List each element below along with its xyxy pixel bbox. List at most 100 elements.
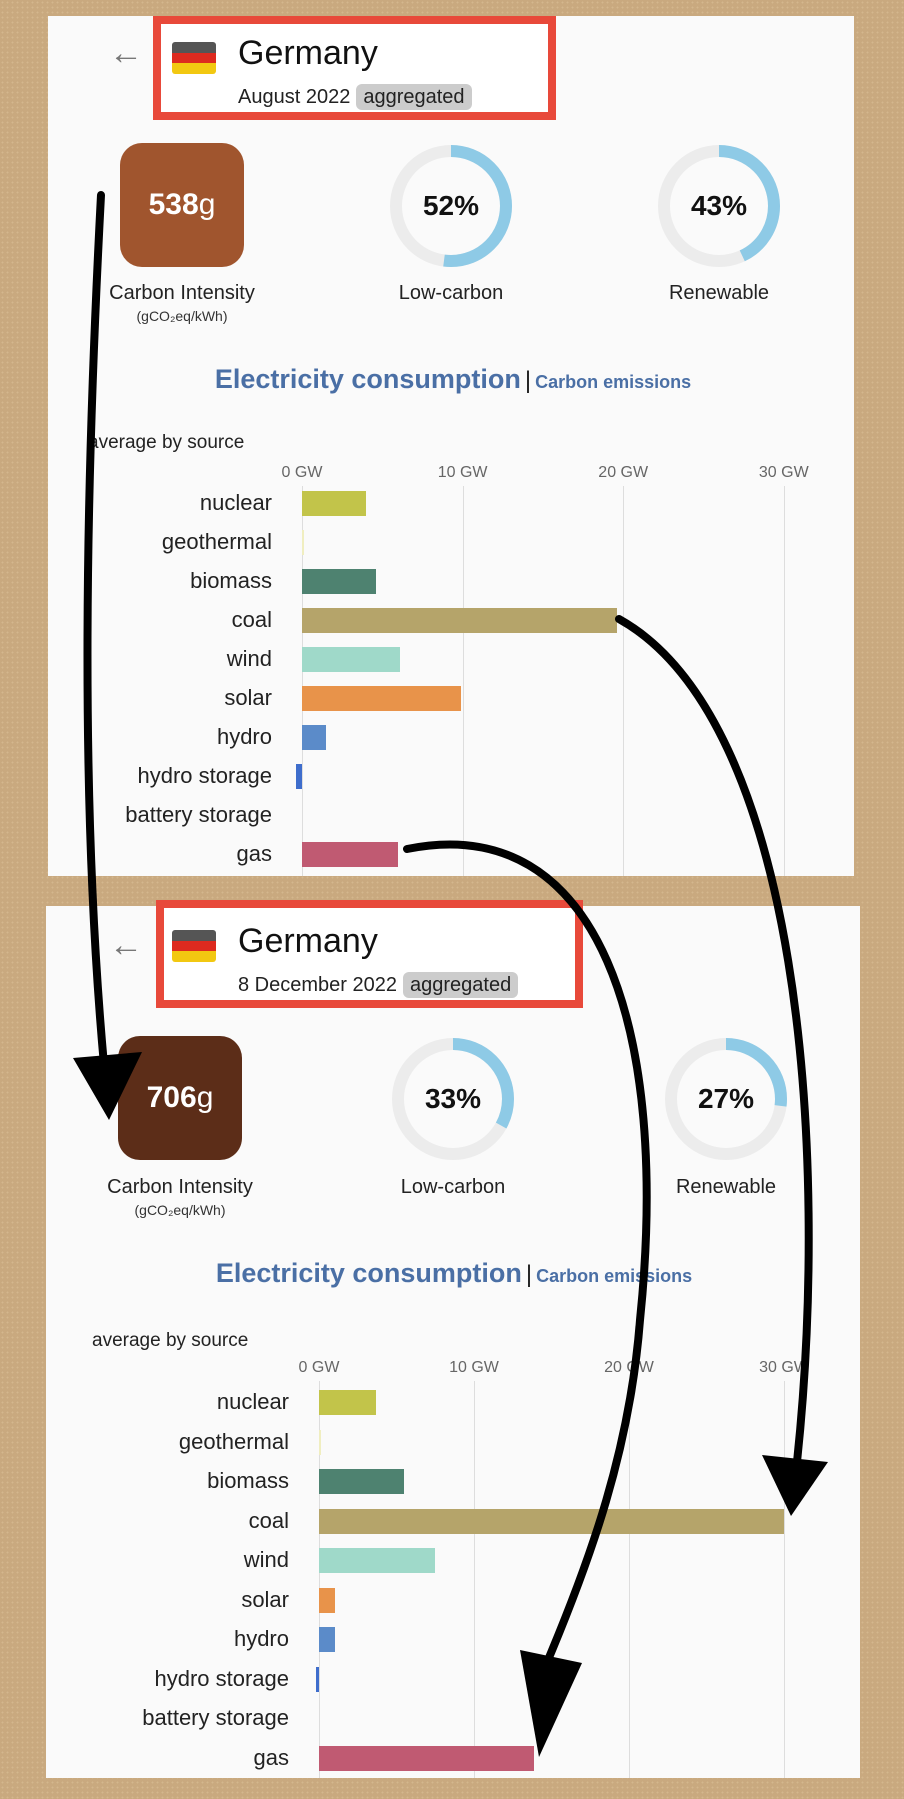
carbon-intensity-box: 706 g — [118, 1036, 242, 1160]
gridline — [623, 486, 625, 876]
source-label-wind: wind — [243, 1547, 289, 1572]
tab-electricity-consumption[interactable]: Electricity consumption — [214, 364, 521, 394]
back-button[interactable]: ← — [109, 36, 143, 70]
bar-gas[interactable] — [302, 842, 399, 867]
source-label-battery-storage: battery storage — [125, 802, 272, 827]
section-header: Electricity consumption | Carbon emissions — [215, 364, 691, 395]
highlight-box — [153, 16, 556, 120]
source-label-nuclear: nuclear — [216, 1389, 289, 1414]
germany-flag-icon — [172, 42, 216, 74]
source-label-biomass: biomass — [207, 1468, 289, 1493]
germany-flag-icon — [172, 930, 216, 962]
bar-solar[interactable] — [319, 1587, 335, 1613]
x-tick-label: 30 GW — [758, 464, 809, 481]
x-tick-label: 0 GW — [281, 464, 323, 481]
gridline — [319, 1381, 320, 1778]
source-label-coal: coal — [231, 607, 272, 632]
x-tick-label: 20 GW — [604, 1359, 654, 1376]
aggregated-badge: aggregated — [402, 972, 519, 998]
chart-caption: average by source — [92, 1330, 249, 1351]
renewable-label: Renewable — [675, 1176, 777, 1198]
arrow-left-icon: ← — [109, 926, 143, 964]
bar-hydro-storage[interactable] — [295, 764, 302, 789]
bar-coal[interactable] — [319, 1508, 784, 1534]
low-carbon-donut — [390, 145, 512, 267]
source-label-biomass: biomass — [190, 568, 272, 593]
gridline — [474, 1381, 475, 1778]
period-label: 8 December 2022 — [238, 974, 397, 996]
source-label-geothermal: geothermal — [161, 529, 272, 554]
carbon-intensity-label: Carbon Intensity — [109, 282, 255, 304]
renewable-value: 27% — [697, 1083, 755, 1114]
x-tick-label: 10 GW — [449, 1359, 499, 1376]
bar-geothermal[interactable] — [302, 530, 304, 555]
tab-electricity-consumption[interactable]: Electricity consumption — [215, 1258, 522, 1288]
section-header: Electricity consumption | Carbon emissions — [216, 1258, 692, 1289]
low-carbon-value: 52% — [422, 190, 480, 221]
bar-geothermal[interactable] — [319, 1429, 321, 1455]
chart-caption: average by source — [88, 432, 245, 453]
source-label-solar: solar — [224, 685, 272, 710]
bar-wind[interactable] — [302, 647, 400, 672]
bar-biomass[interactable] — [319, 1469, 405, 1494]
bar-hydro-storage[interactable] — [315, 1666, 319, 1692]
source-label-gas: gas — [253, 1744, 289, 1770]
gridline — [784, 1381, 785, 1778]
low-carbon-label: Low-carbon — [398, 282, 504, 304]
period-line: August 2022 aggregated — [238, 84, 472, 110]
bar-nuclear[interactable] — [302, 491, 367, 516]
renewable-value: 43% — [690, 190, 748, 221]
source-label-hydro: hydro — [216, 724, 272, 749]
source-label-hydro-storage: hydro storage — [154, 1665, 289, 1691]
aggregated-badge: aggregated — [356, 84, 472, 110]
period-line: 8 December 2022 aggregated — [238, 972, 519, 998]
x-tick-label: 20 GW — [598, 464, 649, 481]
bar-hydro[interactable] — [319, 1627, 335, 1652]
period-label: August 2022 — [238, 86, 351, 108]
source-label-nuclear: nuclear — [199, 490, 272, 515]
carbon-intensity-unit-label: (gCO₂eq/kWh) — [134, 1202, 226, 1218]
x-tick-label: 0 GW — [298, 1359, 340, 1376]
back-button[interactable]: ← — [109, 928, 143, 962]
bar-coal[interactable] — [302, 608, 617, 633]
source-label-solar: solar — [241, 1586, 289, 1612]
carbon-intensity-value: 538 — [148, 188, 199, 221]
renewable-donut — [658, 145, 780, 267]
source-label-hydro: hydro — [233, 1626, 289, 1651]
tab-carbon-emissions[interactable]: Carbon emissions — [535, 372, 692, 392]
source-label-hydro-storage: hydro storage — [137, 763, 272, 788]
carbon-intensity-value: 706 — [146, 1081, 197, 1114]
gridline — [302, 486, 303, 876]
donut-fill — [658, 145, 780, 267]
bar-gas[interactable] — [319, 1745, 535, 1771]
arrow-left-icon: ← — [109, 34, 143, 72]
screen-panel: ← Germany 8 December 2022 aggregated 706 g Car… — [46, 900, 860, 1778]
gridline — [629, 1381, 630, 1778]
source-label-geothermal: geothermal — [178, 1428, 289, 1454]
carbon-intensity-unit: g — [196, 1081, 214, 1114]
carbon-intensity-box: 538 g — [120, 143, 244, 267]
tab-separator: | — [524, 367, 532, 394]
low-carbon-label: Low-carbon — [400, 1176, 506, 1198]
gridline — [462, 486, 464, 876]
carbon-intensity-label: Carbon Intensity — [107, 1176, 253, 1198]
donut-fill — [390, 145, 512, 267]
bar-hydro[interactable] — [302, 725, 327, 750]
country-title: Germany — [238, 34, 378, 72]
carbon-intensity-unit-label: (gCO₂eq/kWh) — [136, 308, 228, 324]
source-label-wind: wind — [226, 646, 272, 671]
low-carbon-value: 33% — [424, 1083, 482, 1114]
x-tick-label: 10 GW — [437, 464, 488, 481]
renewable-label: Renewable — [668, 282, 770, 304]
source-label-battery-storage: battery storage — [142, 1705, 289, 1730]
gridline — [783, 486, 785, 876]
x-tick-label: 30 GW — [759, 1359, 809, 1376]
bar-wind[interactable] — [319, 1548, 436, 1573]
screen-panel: ← Germany August 2022 aggregated 538 g Carbon … — [48, 16, 854, 876]
source-label-coal: coal — [248, 1507, 289, 1533]
bar-nuclear[interactable] — [319, 1390, 377, 1415]
carbon-intensity-unit: g — [198, 188, 216, 221]
bar-biomass[interactable] — [302, 569, 376, 594]
tab-carbon-emissions[interactable]: Carbon emissions — [536, 1266, 693, 1286]
bar-solar[interactable] — [302, 686, 461, 711]
